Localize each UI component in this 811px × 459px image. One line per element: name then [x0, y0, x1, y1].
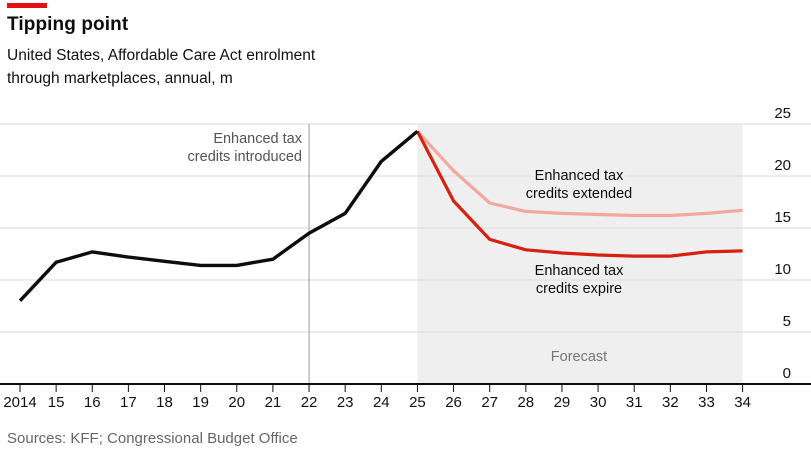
y-axis-label-5: 5	[783, 313, 791, 330]
annotation-line: Enhanced tax	[459, 167, 699, 185]
y-axis-label-25: 25	[774, 105, 791, 122]
x-tick-label-2014: 2014	[3, 394, 36, 411]
x-tick-label-2021: 21	[265, 394, 282, 411]
annotation-credits-extended: Enhanced tax credits extended	[459, 167, 699, 203]
x-tick-label-2019: 19	[192, 394, 209, 411]
x-tick-label-2024: 24	[373, 394, 390, 411]
annotation-line: Enhanced tax	[213, 131, 302, 147]
page-title: Tipping point	[7, 14, 129, 35]
annotation-line: Enhanced tax	[459, 262, 699, 280]
x-tick-label-2027: 27	[481, 394, 498, 411]
y-axis-label-0: 0	[783, 365, 791, 382]
y-axis-label-20: 20	[774, 157, 791, 174]
subtitle-line-2: through marketplaces, annual, m	[7, 70, 233, 87]
accent-bar	[7, 3, 47, 8]
x-tick-label-2031: 31	[626, 394, 643, 411]
x-tick-label-2020: 20	[228, 394, 245, 411]
x-tick-label-2023: 23	[337, 394, 354, 411]
series-line-2	[415, 130, 743, 258]
x-tick-label-2030: 30	[590, 394, 607, 411]
annotation-line: credits introduced	[187, 149, 302, 165]
y-axis-label-10: 10	[774, 261, 791, 278]
x-tick-label-2033: 33	[698, 394, 715, 411]
chart-subtitle: United States, Affordable Care Act enrol…	[7, 44, 315, 90]
x-tick-label-2026: 26	[445, 394, 462, 411]
x-tick-label-2017: 17	[120, 394, 137, 411]
source-note: Sources: KFF; Congressional Budget Offic…	[7, 430, 298, 447]
x-tick-label-2029: 29	[554, 394, 571, 411]
x-tick-label-2018: 18	[156, 394, 173, 411]
x-tick-label-2015: 15	[48, 394, 65, 411]
x-tick-label-2016: 16	[84, 394, 101, 411]
annotation-credits-expire: Enhanced tax credits expire	[459, 262, 699, 298]
series-line-0	[18, 129, 419, 302]
x-tick-label-2022: 22	[301, 394, 318, 411]
series-line-1	[416, 130, 743, 218]
forecast-label: Forecast	[550, 349, 608, 365]
subtitle-line-1: United States, Affordable Care Act enrol…	[7, 47, 316, 64]
x-tick-label-2028: 28	[517, 394, 534, 411]
x-tick-label-2034: 34	[734, 394, 751, 411]
annotation-credits-introduced: Enhanced tax credits introduced	[188, 130, 302, 166]
x-tick-label-2032: 32	[662, 394, 679, 411]
y-axis-label-15: 15	[774, 209, 791, 226]
annotation-line: credits expire	[459, 280, 699, 298]
annotation-line: credits extended	[459, 185, 699, 203]
x-tick-label-2025: 25	[409, 394, 426, 411]
